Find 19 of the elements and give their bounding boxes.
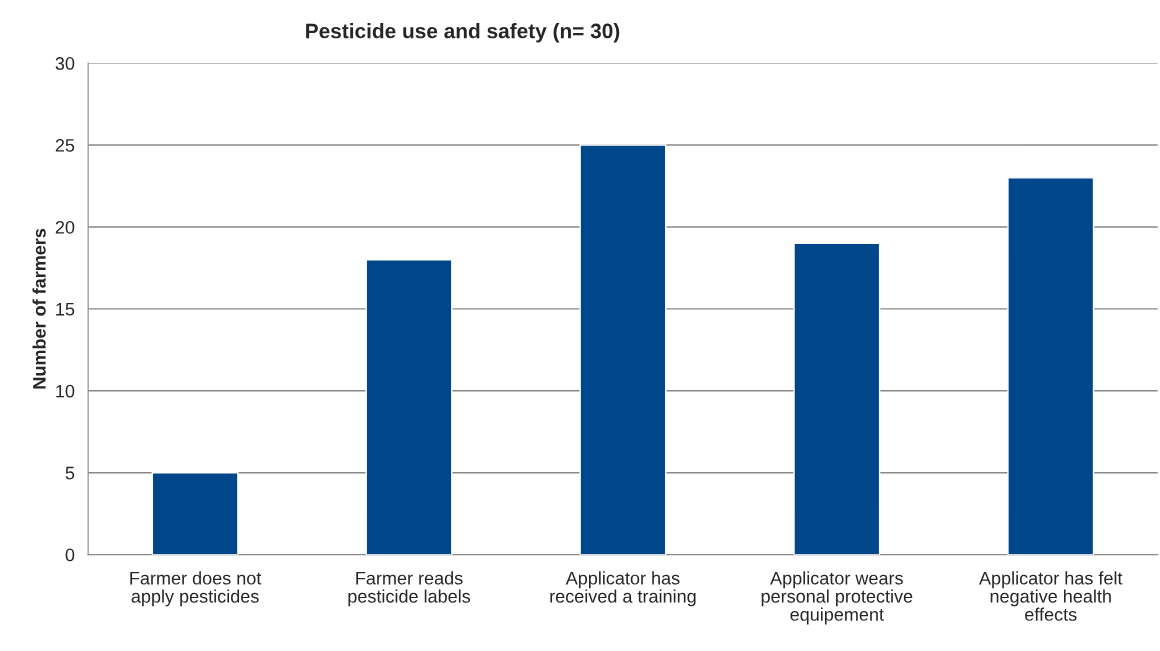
y-axis-title: Number of farmers bbox=[32, 228, 46, 389]
y-tick-label: 20 bbox=[55, 220, 75, 234]
y-tick-label: 5 bbox=[65, 466, 75, 480]
y-tick-label: 25 bbox=[55, 139, 75, 152]
chart-title: Pesticide use and safety (n= 30) bbox=[306, 23, 620, 43]
bar bbox=[365, 259, 453, 555]
bar bbox=[579, 144, 667, 555]
bar bbox=[793, 242, 881, 555]
x-tick-label: Farmer does not apply pesticides bbox=[130, 571, 262, 607]
x-tick-label: Farmer reads pesticide labels bbox=[348, 571, 471, 607]
y-tick-label: 15 bbox=[56, 303, 75, 316]
x-tick-label: Applicator has felt negative health effects bbox=[979, 571, 1123, 621]
y-tick-label: 10 bbox=[56, 384, 75, 398]
y-tick-label: 30 bbox=[55, 57, 75, 70]
x-tick-label: Applicator has received a training bbox=[550, 571, 696, 607]
y-tick-label: 0 bbox=[65, 548, 75, 562]
bar bbox=[1007, 177, 1095, 555]
x-tick-label: Applicator wears personal protective equipement bbox=[761, 571, 913, 625]
bar bbox=[151, 472, 239, 555]
